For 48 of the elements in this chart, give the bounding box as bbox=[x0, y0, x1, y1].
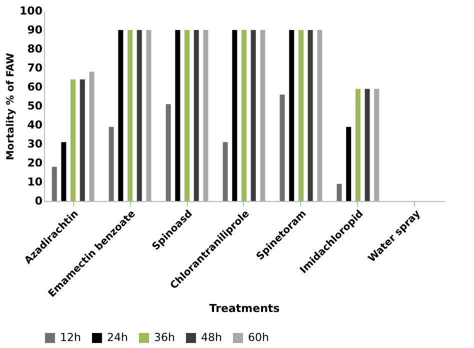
bar bbox=[203, 30, 208, 201]
bar bbox=[336, 184, 342, 201]
bar bbox=[346, 126, 352, 201]
bar bbox=[355, 88, 360, 201]
y-tick-label: 40 bbox=[27, 118, 43, 132]
bar bbox=[175, 30, 180, 201]
y-tick-label: 30 bbox=[27, 138, 43, 150]
y-tick-label: 10 bbox=[27, 176, 43, 188]
y-tick-label: 90 bbox=[27, 24, 43, 36]
y-tick-label: 50 bbox=[27, 100, 43, 112]
bar bbox=[222, 142, 228, 201]
bar bbox=[184, 30, 190, 201]
legend-label: 48h bbox=[201, 331, 222, 344]
bar bbox=[298, 30, 304, 201]
bar bbox=[317, 30, 322, 201]
bar bbox=[260, 30, 266, 201]
x-axis-title: Treatments bbox=[209, 302, 280, 316]
y-tick-label: 80 bbox=[27, 42, 43, 56]
bar bbox=[194, 30, 199, 201]
y-tick-label: 20 bbox=[27, 156, 43, 170]
bar bbox=[289, 30, 294, 201]
bar bbox=[374, 88, 380, 201]
legend-label: 36h bbox=[154, 331, 175, 344]
bar bbox=[128, 30, 133, 201]
bar bbox=[242, 30, 246, 201]
bar bbox=[308, 30, 313, 201]
bar bbox=[61, 142, 66, 201]
legend-label: 60h bbox=[248, 331, 269, 344]
bar bbox=[52, 166, 57, 201]
bar bbox=[250, 30, 256, 201]
bar bbox=[280, 94, 285, 201]
bar bbox=[232, 30, 238, 201]
bar bbox=[146, 30, 152, 201]
legend-label: 24h bbox=[107, 331, 128, 344]
bar bbox=[108, 126, 114, 201]
bar bbox=[118, 30, 124, 201]
bar bbox=[136, 30, 142, 201]
legend-label: 12h bbox=[60, 331, 81, 344]
y-tick-label: 60 bbox=[27, 80, 43, 94]
bar bbox=[80, 79, 85, 201]
bar bbox=[166, 104, 171, 201]
y-tick-label: 70 bbox=[27, 62, 43, 74]
bar bbox=[364, 88, 370, 201]
y-tick-label: 100 bbox=[20, 4, 43, 18]
y-axis-title: Mortality % of FAW bbox=[6, 52, 17, 160]
bar bbox=[70, 79, 76, 201]
y-tick-label: 0 bbox=[34, 194, 43, 208]
bar bbox=[89, 72, 94, 201]
